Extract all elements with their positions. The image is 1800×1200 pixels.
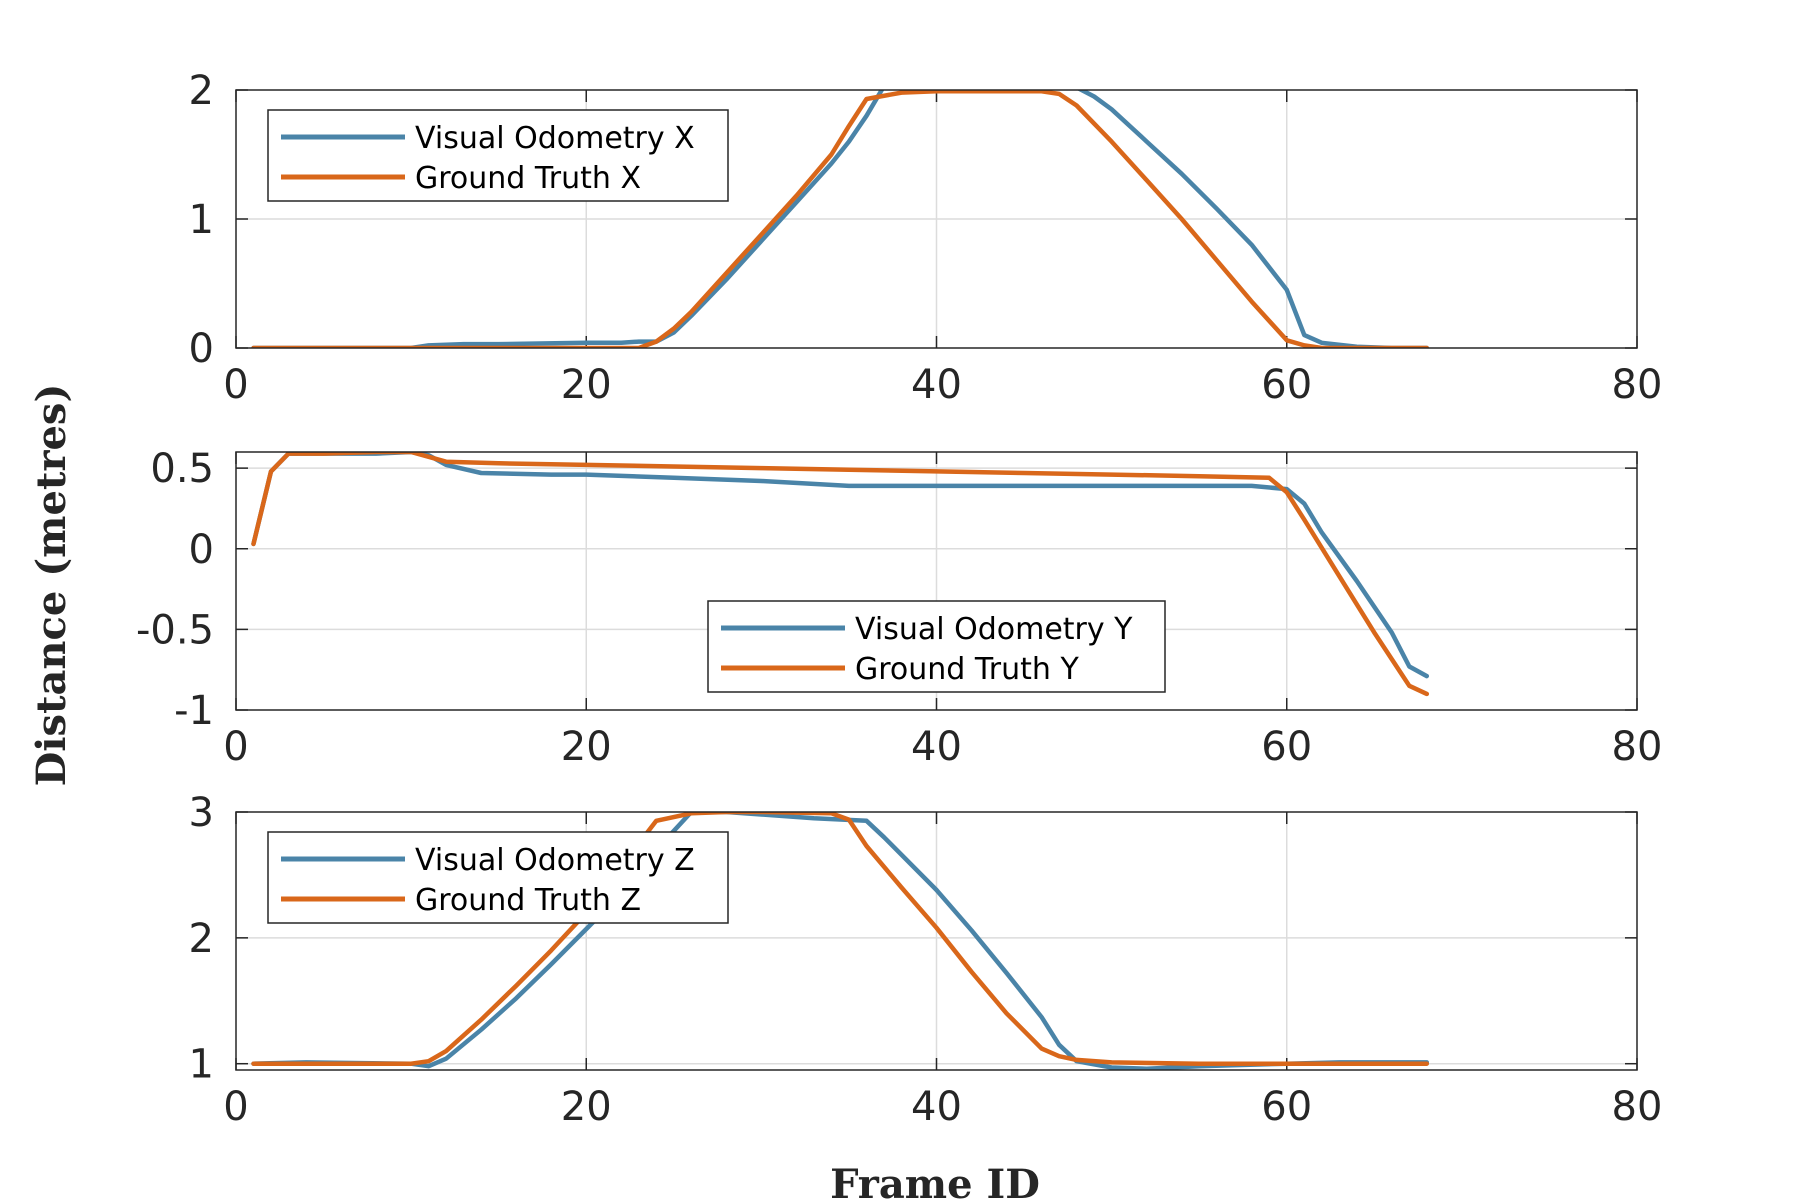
legend-label-x: Ground Truth X [415,161,641,196]
legend-x: Visual Odometry X Ground Truth X [267,109,729,202]
legend-label-z: Visual Odometry Z [415,843,695,878]
y-tick-label-z: 2 [189,916,214,962]
legend-box-y [707,600,1166,693]
y-tick-label-x: 0 [189,326,214,372]
x-tick-label-x: 80 [1612,362,1663,408]
y-tick-label-y: -0.5 [136,607,214,653]
vo-line-x [251,90,1430,348]
gt-line-x [251,90,1430,348]
y-axis-title: Distance (metres) [28,384,75,787]
y-tick-label-x: 1 [189,197,214,243]
y-tick-label-z: 1 [189,1042,214,1088]
legend-z: Visual Odometry Z Ground Truth Z [267,831,729,924]
x-tick-label-z: 60 [1261,1084,1312,1130]
x-tick-label-x: 20 [561,362,612,408]
legend-label-y: Visual Odometry Y [855,612,1133,647]
subplot-z: 0 20 40 60 80 1 2 3 Visual Odometry Z Ground Trut… [189,790,1663,1130]
vo-line-z [251,812,1430,1070]
legend-label-z: Ground Truth Z [415,883,641,918]
x-axis-title: Frame ID [830,1161,1040,1200]
legend-y: Visual Odometry Y Ground Truth Y [707,600,1166,693]
y-tick-label-y: 0 [189,527,214,573]
x-tick-label-z: 20 [561,1084,612,1130]
x-tick-label-y: 20 [561,724,612,770]
legend-label-x: Visual Odometry X [415,121,695,156]
x-tick-label-y: 40 [911,724,962,770]
legend-box-x [267,109,729,202]
legend-label-y: Ground Truth Y [855,652,1079,687]
subplot-y: 0 20 40 60 80 -1 -0.5 0 0.5 Visual Odometry Y Grou… [136,446,1663,770]
x-tick-label-z: 0 [223,1084,248,1130]
y-tick-label-x: 2 [189,68,214,114]
x-tick-label-x: 60 [1261,362,1312,408]
axes-frame-y [235,451,1638,711]
x-tick-label-x: 0 [223,362,248,408]
legend-box-z [267,831,729,924]
x-tick-label-x: 40 [911,362,962,408]
x-tick-label-y: 0 [223,724,248,770]
x-tick-label-z: 80 [1612,1084,1663,1130]
y-tick-label-y: -1 [174,688,214,734]
x-tick-label-y: 80 [1612,724,1663,770]
axes-frame-z [235,811,1638,1071]
axes-frame-x [235,89,1638,349]
subplot-x: 0 20 40 60 80 0 1 2 Visual Odometry X Ground Trut… [189,68,1663,408]
y-tick-label-z: 3 [189,790,214,836]
y-tick-label-y: 0.5 [150,446,214,492]
gt-line-z [251,812,1430,1066]
x-tick-label-y: 60 [1261,724,1312,770]
x-tick-label-z: 40 [911,1084,962,1130]
